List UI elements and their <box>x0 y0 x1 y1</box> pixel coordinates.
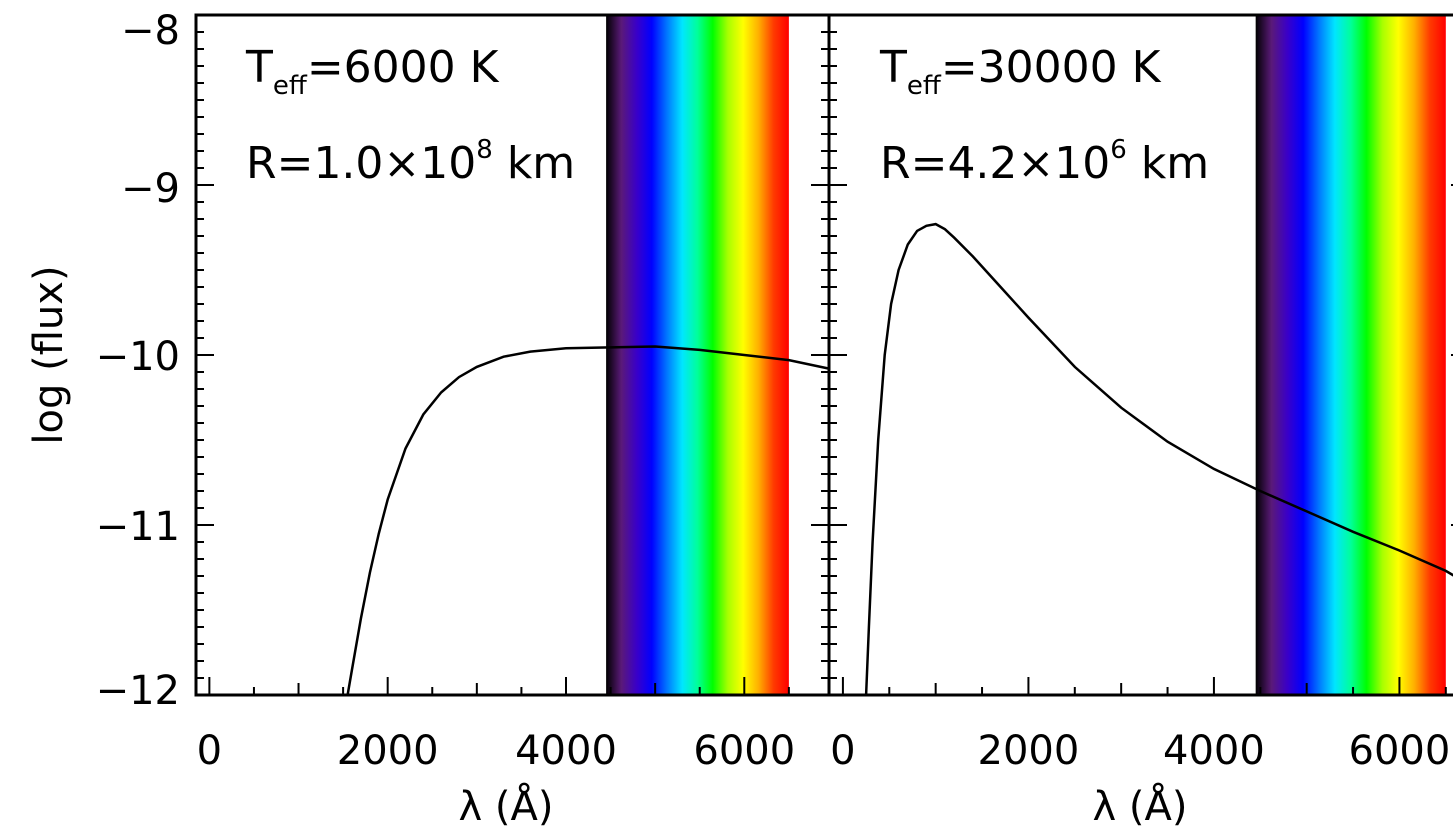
flux-curve <box>346 345 830 696</box>
x-tick-label: 4000 <box>1163 728 1265 774</box>
panel-left: 0 2000 4000 6000 λ (Å) Teff=6000 K R=1.0… <box>194 13 831 830</box>
visible-spectrum-band <box>1255 15 1446 695</box>
x-tick-labels: 0 2000 4000 6000 <box>197 728 796 774</box>
temperature-annotation: Teff=6000 K <box>245 42 500 101</box>
radius-annotation: R=1.0×108 km <box>246 135 575 189</box>
y-tick-labels: −8 −9 −10 −11 −12 <box>96 8 180 714</box>
annotation-unit: km <box>493 138 575 189</box>
annotation-unit: km <box>1127 138 1209 189</box>
annotation-main: T <box>245 42 273 93</box>
panel-right: 0 2000 4000 6000 λ (Å) Teff=30000 K R=4.… <box>827 13 1453 830</box>
x-tick-label: 0 <box>197 728 222 774</box>
x-tick-label: 6000 <box>693 728 795 774</box>
annotation-main: T <box>879 42 907 93</box>
x-tick-label: 0 <box>830 728 855 774</box>
radius-annotation: R=4.2×106 km <box>880 135 1209 189</box>
x-axis-label: λ (Å) <box>459 782 554 830</box>
annotation-rest: =6000 K <box>307 42 500 93</box>
plot-frame <box>827 13 1453 697</box>
y-tick-label: −8 <box>121 8 180 54</box>
x-axis-label: λ (Å) <box>1093 782 1188 830</box>
x-tick-label: 2000 <box>337 728 439 774</box>
x-tick-label: 6000 <box>1349 728 1451 774</box>
annotation-main: R=1.0×10 <box>246 138 476 189</box>
x-tick-label: 4000 <box>515 728 617 774</box>
spectrum-band <box>1255 15 1446 695</box>
annotation-superscript: 8 <box>476 135 493 165</box>
y-tick-label: −12 <box>96 668 180 714</box>
y-tick-label: −9 <box>121 166 180 212</box>
annotation-subscript: eff <box>273 71 308 101</box>
spectrum-band <box>606 15 789 695</box>
y-axis-label: log (flux) <box>26 265 72 444</box>
annotation-superscript: 6 <box>1110 135 1127 165</box>
temperature-annotation: Teff=30000 K <box>879 42 1162 101</box>
x-tick-label: 2000 <box>978 728 1080 774</box>
annotation-subscript: eff <box>907 71 942 101</box>
y-tick-label: −11 <box>96 504 180 550</box>
annotation-main: R=4.2×10 <box>880 138 1110 189</box>
x-tick-labels: 0 2000 4000 6000 <box>830 728 1450 774</box>
flux-curve <box>864 222 1453 696</box>
visible-spectrum-band <box>606 15 789 695</box>
y-tick-label: −10 <box>96 334 180 380</box>
annotation-rest: =30000 K <box>941 42 1162 93</box>
